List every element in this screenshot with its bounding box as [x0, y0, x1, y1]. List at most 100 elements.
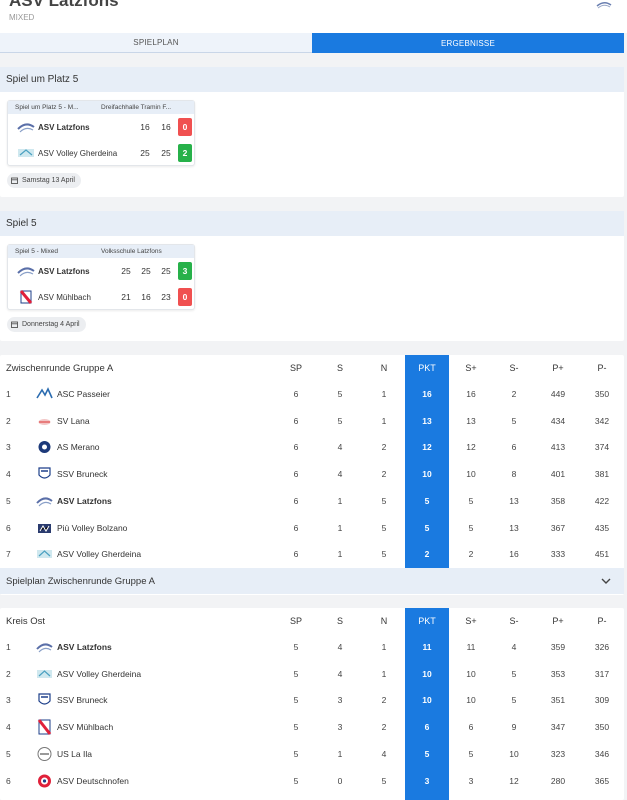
- stat-cell: 6: [424, 722, 430, 733]
- asc-passeier-logo-icon: [36, 386, 53, 402]
- match-box[interactable]: Spiel 5 - Mixed Volksschule Latzfons ASV…: [7, 244, 195, 310]
- stat-cell: 6: [511, 442, 517, 453]
- team-name[interactable]: SSV Bruneck: [57, 695, 108, 706]
- stat-cell: 350: [594, 389, 610, 399]
- team-name[interactable]: Più Volley Bolzano: [57, 522, 128, 533]
- team-name[interactable]: ASC Passeier: [57, 389, 110, 399]
- expander-label: Spielplan Zwischenrunde Gruppe A: [6, 576, 155, 587]
- standings-expander[interactable]: Spielplan Zwischenrunde Gruppe A: [0, 568, 624, 594]
- page-header: ASV Latzfons MIXED: [0, 0, 627, 33]
- set-score: 25: [121, 266, 131, 276]
- team-name[interactable]: ASV Volley Gherdeina: [57, 549, 142, 560]
- column-header[interactable]: P+: [552, 616, 564, 626]
- rank: 2: [6, 415, 11, 426]
- table-row[interactable]: 3 SSV Bruneck 5 3 2 10 10 5 351 309: [0, 687, 624, 714]
- match-card: Spiel um Platz 5 Spiel um Platz 5 - M...…: [0, 67, 624, 197]
- stat-cell: 2: [511, 389, 517, 399]
- table-row[interactable]: 2 SV Lana 6 5 1 13 13 5 434 342: [0, 408, 624, 435]
- stat-cell: 326: [594, 642, 610, 652]
- asv-deutschnofen-logo-icon: [36, 773, 53, 789]
- stat-cell: 5: [381, 549, 387, 560]
- team-name[interactable]: ASV Volley Gherdeina: [57, 668, 142, 679]
- team-name[interactable]: SV Lana: [57, 415, 90, 426]
- stat-cell: 6: [293, 415, 299, 426]
- column-header[interactable]: PKT: [418, 363, 436, 373]
- team-name[interactable]: ASV Latzfons: [57, 642, 112, 652]
- set-score: 25: [161, 148, 171, 158]
- team-name[interactable]: SSV Bruneck: [57, 469, 108, 480]
- team-name: ASV Latzfons: [38, 122, 90, 132]
- column-header[interactable]: P+: [552, 363, 564, 373]
- stat-cell: 5: [424, 522, 430, 533]
- team-logo-icon[interactable]: [596, 0, 612, 9]
- table-row[interactable]: 1 ASV Latzfons 5 4 1 11 11 4 359 326: [0, 634, 624, 661]
- column-header[interactable]: S+: [465, 363, 477, 373]
- table-row[interactable]: 7 ASV Volley Gherdeina 6 1 5 2 2 16 333 451: [0, 541, 624, 568]
- asv-latzfons-logo-icon: [17, 123, 35, 133]
- stat-cell: 2: [381, 442, 387, 453]
- column-header[interactable]: P-: [597, 363, 607, 373]
- column-header[interactable]: S-: [509, 363, 519, 373]
- match-date-chip: Samstag 13 April: [7, 173, 81, 188]
- stat-cell: 5: [293, 642, 299, 652]
- stat-cell: 5: [424, 495, 430, 506]
- column-header[interactable]: S-: [509, 616, 519, 626]
- table-row[interactable]: 5 US La Ila 5 1 4 5 5 10 323 346: [0, 741, 624, 768]
- stat-cell: 5: [468, 748, 474, 759]
- tab-spielplan[interactable]: SPIELPLAN: [0, 33, 312, 53]
- stat-cell: 6: [293, 469, 299, 480]
- stat-cell: 10: [422, 668, 432, 679]
- rank: 1: [6, 642, 11, 652]
- column-header[interactable]: S: [336, 363, 343, 373]
- stat-cell: 5: [468, 495, 474, 506]
- team-name[interactable]: AS Merano: [57, 442, 100, 453]
- result-badge: 0: [178, 288, 192, 306]
- stat-cell: 6: [293, 549, 299, 560]
- stat-cell: 6: [293, 389, 299, 399]
- stat-cell: 12: [509, 775, 519, 786]
- table-row[interactable]: 1 ASC Passeier 6 5 1 16 16 2 449 350: [0, 381, 624, 408]
- stat-cell: 2: [381, 695, 387, 706]
- table-row[interactable]: 6 ASV Deutschnofen 5 0 5 3 3 12 280 365: [0, 768, 624, 795]
- piu-volley-bolzano-logo-icon: [36, 520, 53, 536]
- stat-cell: 9: [511, 722, 517, 733]
- team-name[interactable]: ASV Deutschnofen: [57, 775, 129, 786]
- table-row[interactable]: 2 ASV Volley Gherdeina 5 4 1 10 10 5 353 317: [0, 661, 624, 688]
- column-header[interactable]: N: [380, 616, 388, 626]
- column-header[interactable]: S+: [465, 616, 477, 626]
- stat-cell: 359: [550, 642, 566, 652]
- column-header[interactable]: N: [380, 363, 388, 373]
- team-name[interactable]: ASV Mühlbach: [57, 722, 114, 733]
- stat-cell: 3: [337, 722, 343, 733]
- stat-cell: 4: [337, 469, 343, 480]
- stat-cell: 6: [293, 522, 299, 533]
- team-name[interactable]: US La Ila: [57, 748, 92, 759]
- team-name[interactable]: ASV Latzfons: [57, 495, 112, 506]
- table-row[interactable]: 5 ASV Latzfons 6 1 5 5 5 13 358 422: [0, 488, 624, 515]
- stat-cell: 4: [337, 442, 343, 453]
- match-date-chip: Donnerstag 4 April: [7, 317, 86, 332]
- stat-cell: 13: [466, 415, 476, 426]
- match-box[interactable]: Spiel um Platz 5 - M... Dreifachhalle Tr…: [7, 100, 195, 166]
- stat-cell: 1: [337, 495, 343, 506]
- card-title: Spiel um Platz 5: [0, 67, 624, 92]
- column-header[interactable]: S: [336, 616, 343, 626]
- table-row[interactable]: 4 SSV Bruneck 6 4 2 10 10 8 401 381: [0, 461, 624, 488]
- set-score: 16: [141, 292, 151, 302]
- ssv-bruneck-logo-icon: [36, 466, 53, 482]
- column-header[interactable]: SP: [289, 616, 302, 626]
- stat-cell: 413: [550, 442, 566, 453]
- stat-cell: 5: [293, 695, 299, 706]
- column-header[interactable]: P-: [597, 616, 607, 626]
- tab-ergebnisse[interactable]: ERGEBNISSE: [312, 33, 624, 53]
- stat-cell: 280: [550, 775, 566, 786]
- column-header[interactable]: PKT: [418, 616, 436, 626]
- stat-cell: 5: [337, 389, 343, 399]
- table-row[interactable]: 4 ASV Mühlbach 5 3 2 6 6 9 347 350: [0, 714, 624, 741]
- table-row[interactable]: 6 Più Volley Bolzano 6 1 5 5 5 13 367 435: [0, 515, 624, 542]
- table-row[interactable]: 3 AS Merano 6 4 2 12 12 6 413 374: [0, 434, 624, 461]
- column-header[interactable]: SP: [289, 363, 302, 373]
- match-venue: Volksschule Latzfons: [101, 248, 162, 255]
- stat-cell: 16: [509, 549, 519, 560]
- stat-cell: 4: [337, 668, 343, 679]
